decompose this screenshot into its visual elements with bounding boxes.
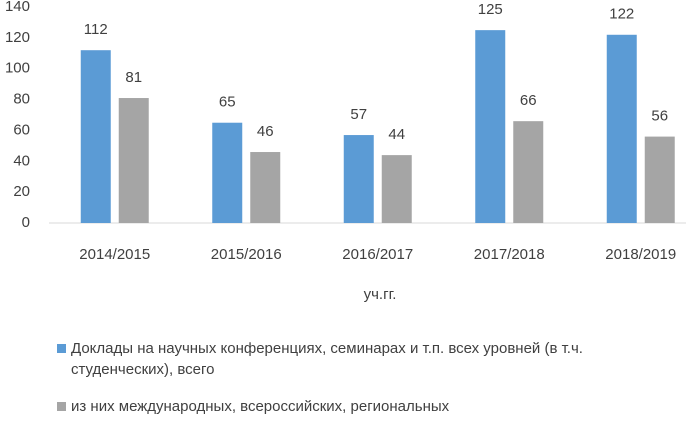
chart: уч.гг. 0 20 40 60 80 100 120 140 2014/2015 112 81 2…: [5, 0, 686, 303]
bar: [80, 50, 111, 224]
legend-label: из них международных, всероссийских, рег…: [71, 398, 450, 415]
x-tick-label: 2014/2015: [79, 246, 150, 263]
bar: [475, 30, 506, 224]
page: уч.гг. 0 20 40 60 80 100 120 140 2014/2015 112 81 2…: [4, 0, 686, 415]
legend-item: Доклады на научных конференциях, семинар…: [57, 338, 677, 380]
data-label: 46: [257, 123, 274, 140]
bar: [644, 136, 675, 223]
y-tick-label: 80: [13, 91, 30, 108]
x-axis-title: уч.гг.: [364, 286, 397, 303]
legend-swatch: [57, 402, 66, 411]
y-tick-label: 120: [5, 29, 30, 46]
data-label: 81: [125, 69, 142, 86]
legend-item: из них международных, всероссийских, рег…: [57, 396, 677, 417]
data-label: 57: [350, 106, 367, 123]
x-tick-label: 2015/2016: [211, 246, 282, 263]
data-label: 44: [388, 126, 405, 143]
legend-label: Доклады на научных конференциях, семинар…: [71, 340, 583, 378]
bar: [212, 122, 243, 223]
legend: Доклады на научных конференциях, семинар…: [57, 338, 677, 433]
x-tick-label: 2018/2019: [605, 246, 676, 263]
y-tick-label: 60: [13, 121, 30, 138]
y-tick-label: 40: [13, 152, 30, 169]
data-label: 66: [520, 92, 537, 109]
bar: [606, 34, 637, 224]
x-tick-label: 2016/2017: [342, 246, 413, 263]
bar: [343, 135, 374, 223]
data-label: 112: [84, 21, 108, 38]
bar: [118, 98, 149, 223]
x-tick-label: 2017/2018: [474, 246, 545, 263]
y-tick-label: 20: [13, 183, 30, 200]
bar: [513, 121, 544, 223]
data-label: 65: [219, 94, 236, 111]
bar: [381, 155, 412, 223]
legend-swatch: [57, 344, 66, 353]
y-tick-label: 100: [5, 60, 30, 77]
y-tick-label: 0: [22, 214, 30, 231]
y-tick-label: 140: [5, 0, 30, 15]
data-label: 122: [609, 6, 634, 23]
data-label: 56: [651, 108, 668, 125]
bar: [250, 152, 281, 223]
data-label: 125: [478, 1, 503, 18]
